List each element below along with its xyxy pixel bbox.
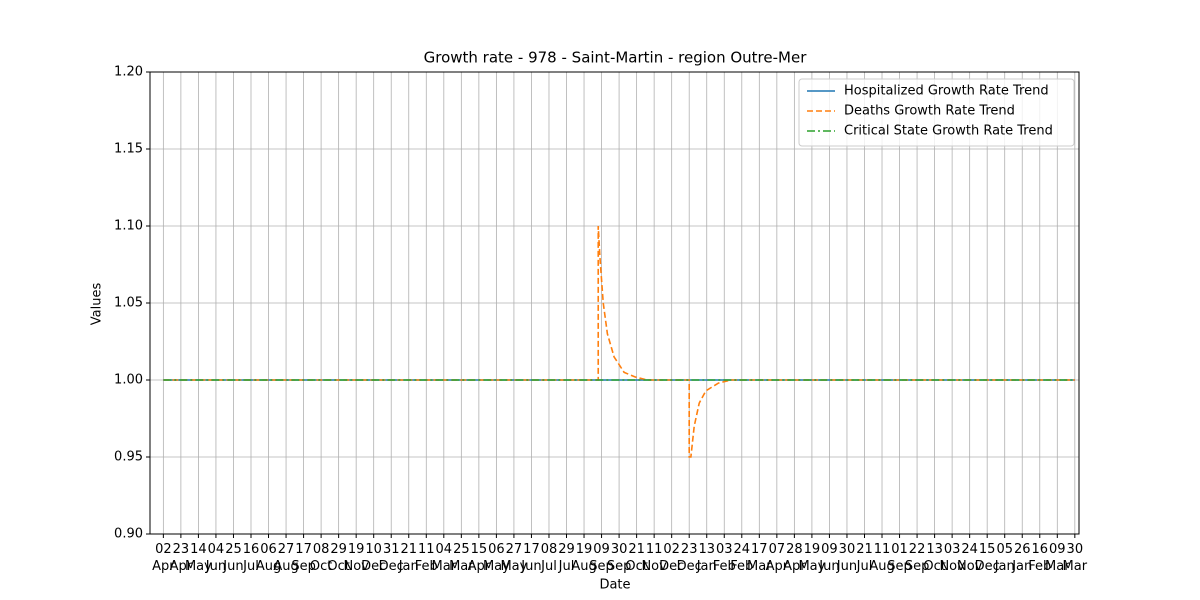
x-tick-label: 30 Sep	[607, 542, 632, 574]
y-tick-label: 1.00	[114, 373, 143, 388]
x-tick-label: 06 Aug	[256, 542, 281, 574]
x-tick-label: 21 Oct	[625, 542, 647, 574]
y-axis-label: Values	[90, 283, 105, 326]
x-tick-label: 11 Feb	[415, 542, 438, 574]
x-tick-label: 07 Apr	[766, 542, 789, 574]
x-tick-label: 19 Nov	[343, 542, 369, 574]
y-tick-label: 1.15	[114, 142, 143, 157]
x-tick-label: 09 Sep	[589, 542, 614, 574]
legend-label: Hospitalized Growth Rate Trend	[844, 84, 1049, 99]
y-tick-label: 1.05	[114, 296, 143, 311]
y-tick-label: 1.10	[114, 219, 143, 234]
x-tick-label: 17 Jun	[520, 542, 541, 574]
x-tick-label: 31 Dec	[379, 542, 404, 574]
x-tick-label: 17 Mar	[747, 542, 772, 574]
x-tick-label: 29 Oct	[327, 542, 349, 574]
x-tick-label: 04 Jun	[205, 542, 226, 574]
legend-label: Critical State Growth Rate Trend	[844, 124, 1053, 139]
x-tick-label: 25 Jun	[222, 542, 243, 574]
x-tick-label: 06 May	[483, 542, 510, 574]
x-tick-label: 26 Jan	[1011, 542, 1032, 574]
x-tick-label: 13 Jan	[696, 542, 717, 574]
x-tick-label: 09 Jun	[818, 542, 839, 574]
legend: Hospitalized Growth Rate Trend Deaths Gro…	[798, 78, 1075, 147]
x-tick-label: 03 Nov	[939, 542, 965, 574]
x-tick-label: 19 May	[798, 542, 825, 574]
x-tick-label: 08 Jul	[540, 542, 557, 574]
x-tick-label: 04 Mar	[432, 542, 457, 574]
x-tick-label: 05 Jan	[994, 542, 1015, 574]
x-tick-label: 09 Mar	[1045, 542, 1070, 574]
x-tick-label: 27 May	[500, 542, 527, 574]
x-tick-label: 02 Dec	[659, 542, 684, 574]
x-tick-label: 02 Apr	[152, 542, 175, 574]
x-tick-label: 23 Dec	[677, 542, 702, 574]
x-tick-label: 19 Aug	[571, 542, 596, 574]
x-tick-label: 22 Sep	[905, 542, 930, 574]
legend-label: Deaths Growth Rate Trend	[844, 104, 1015, 119]
x-tick-label: 01 Sep	[887, 542, 912, 574]
chart-title: Growth rate - 978 - Saint-Martin - regio…	[424, 49, 808, 67]
x-tick-label: 25 Mar	[449, 542, 474, 574]
x-tick-label: 28 Apr	[783, 542, 806, 574]
y-tick-label: 0.90	[114, 527, 143, 542]
x-tick-label: 03 Feb	[713, 542, 736, 574]
y-tick-label: 1.20	[114, 65, 143, 80]
y-tick-label: 0.95	[114, 450, 143, 465]
x-tick-label: 15 Apr	[468, 542, 491, 574]
x-axis-label: Date	[599, 578, 630, 593]
x-tick-label: 17 Sep	[291, 542, 316, 574]
x-tick-label: 10 Dec	[361, 542, 386, 574]
x-tick-label: 08 Oct	[310, 542, 332, 574]
x-tick-label: 23 Apr	[170, 542, 193, 574]
x-tick-label: 11 Nov	[641, 542, 667, 574]
x-tick-label: 16 Jul	[242, 542, 259, 574]
x-tick-label: 21 Jul	[856, 542, 873, 574]
x-tick-label: 15 Dec	[975, 542, 1000, 574]
x-tick-label: 27 Aug	[273, 542, 298, 574]
x-tick-label: 16 Feb	[1028, 542, 1051, 574]
x-tick-label: 24 Nov	[957, 542, 983, 574]
x-tick-label: 11 Aug	[869, 542, 894, 574]
plot-frame	[149, 71, 1080, 535]
x-tick-label: 13 Oct	[923, 542, 945, 574]
x-tick-label: 21 Jan	[398, 542, 419, 574]
x-tick-label: 24 Feb	[730, 542, 753, 574]
x-tick-label: 30 Jun	[836, 542, 857, 574]
x-tick-label: 14 May	[185, 542, 212, 574]
x-tick-label: 30 Mar	[1063, 542, 1088, 574]
legend-box	[798, 78, 1075, 147]
x-tick-label: 29 Jul	[558, 542, 575, 574]
